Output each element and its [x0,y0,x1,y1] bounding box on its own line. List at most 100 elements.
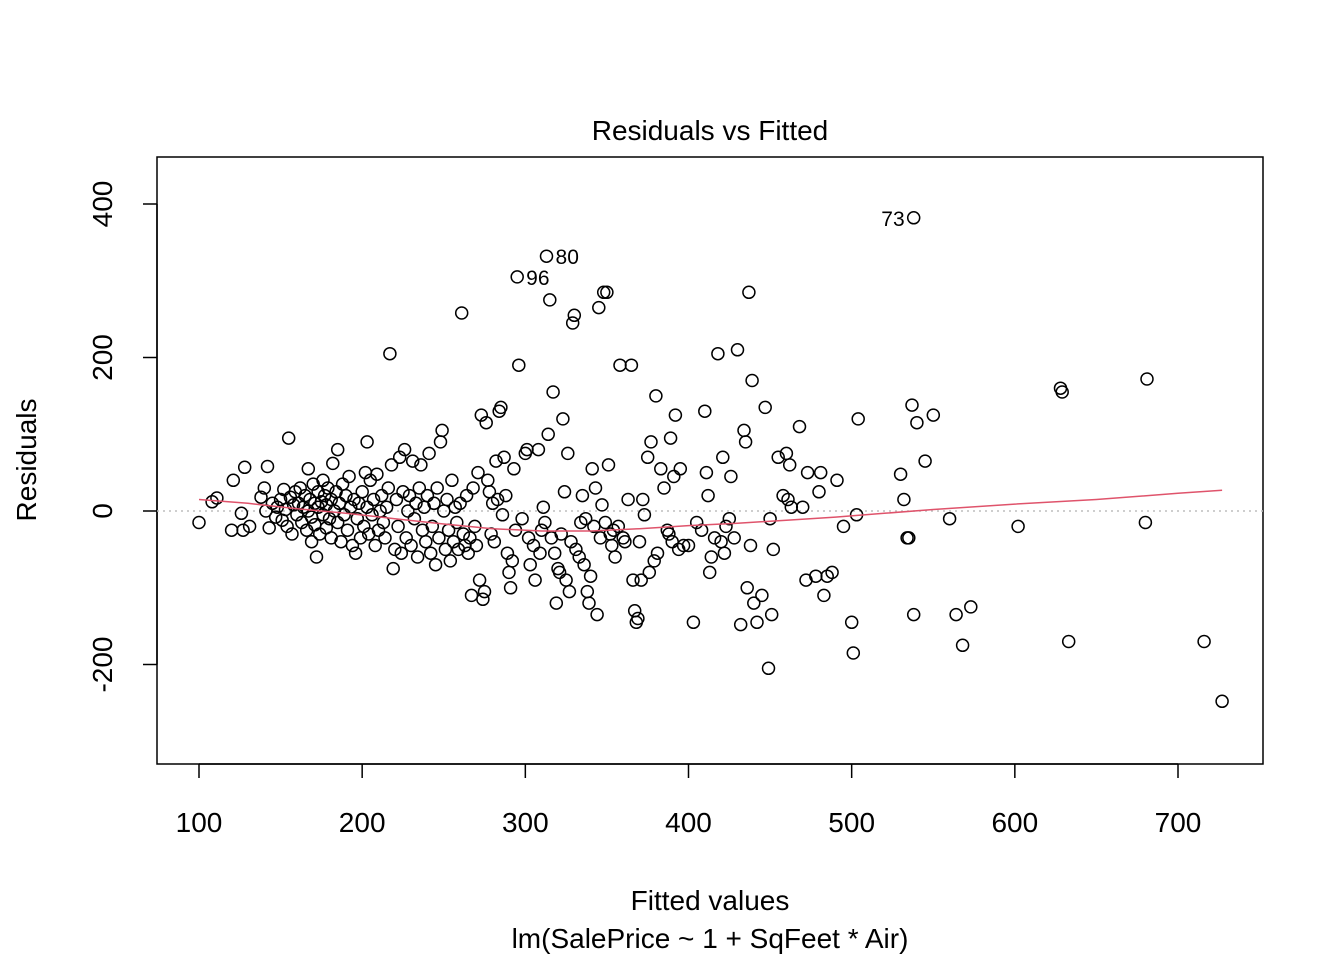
data-point [707,531,722,545]
data-point [782,458,797,472]
point-label: 80 [556,246,579,269]
data-point [531,442,546,457]
data-point [409,496,423,511]
data-point [242,519,257,534]
x-tick-label: 500 [828,807,875,838]
data-point [595,498,609,512]
data-point [910,415,924,430]
data-point [489,454,503,468]
data-point [738,435,753,449]
data-point [592,300,606,315]
data-point [392,450,407,465]
data-point [487,534,502,549]
data-point [764,607,779,622]
data-point [663,431,678,445]
data-point [384,458,399,472]
data-point [1055,385,1069,399]
data-point [340,523,355,537]
data-point [1061,634,1076,649]
data-point [727,531,741,545]
data-point [360,435,374,449]
data-point [427,496,441,511]
data-point [763,511,777,526]
data-point [590,607,604,622]
data-point [541,427,555,442]
data-point [471,465,485,480]
data-point [580,584,595,599]
data-point [740,581,754,595]
data-point [430,481,444,495]
data-point [564,534,578,549]
data-point [792,419,807,434]
data-point [376,515,391,530]
data-point [1197,634,1211,649]
data-point [955,638,970,653]
data-point [836,519,851,534]
data-point [477,584,492,599]
data-point [502,565,516,580]
x-tick-label: 700 [1155,807,1202,838]
data-point [719,519,733,534]
data-point [600,285,614,300]
data-point [636,492,650,507]
data-point [301,462,316,476]
data-point [737,423,751,438]
data-point [396,485,410,499]
data-point [800,465,815,480]
data-point [665,534,679,549]
data-point [374,488,389,503]
model-subtitle: lm(SalePrice ~ 1 + SqFeet * Air) [512,923,909,954]
data-point [425,519,440,534]
data-point [755,588,769,603]
data-point [1215,694,1229,709]
residual-points [192,211,1229,709]
data-point [654,462,668,476]
data-point [521,531,536,545]
data-point [539,249,554,263]
data-point [562,584,577,599]
point-label: 96 [526,267,549,290]
data-point [631,611,645,626]
data-point [662,527,676,541]
data-point [565,316,580,330]
x-tick-label: 100 [176,807,223,838]
data-point [335,477,350,491]
data-point [397,442,412,457]
plot-frame [156,156,1264,765]
data-point [1011,519,1025,534]
outlier-labels: 73 80 96 [526,208,904,290]
data-point [405,454,420,468]
data-point [673,462,688,476]
data-point [515,511,529,526]
data-point [500,546,515,560]
data-point [611,519,626,534]
data-point [825,565,839,580]
data-point [588,481,603,495]
data-point [906,211,921,225]
data-point [433,435,448,449]
data-point [613,358,627,372]
data-point [379,500,394,514]
data-point [681,538,696,553]
x-axis: 100 200 300 400 500 600 700 [176,763,1202,838]
data-point [236,523,250,537]
data-point [422,446,436,461]
data-point [559,573,573,587]
data-point [809,569,823,583]
data-point [647,554,661,568]
y-tick-label: -200 [87,636,118,692]
data-point [262,521,276,535]
data-point [391,519,405,534]
data-point [964,600,978,614]
data-point [795,500,810,514]
data-point [210,491,224,505]
data-point [657,481,671,495]
data-point [399,531,413,545]
data-point [507,462,521,476]
data-point [547,546,562,560]
chart-title: Residuals vs Fitted [592,115,829,146]
data-point [304,534,319,549]
data-point [322,511,337,526]
data-point [469,538,484,553]
data-point [280,519,294,534]
